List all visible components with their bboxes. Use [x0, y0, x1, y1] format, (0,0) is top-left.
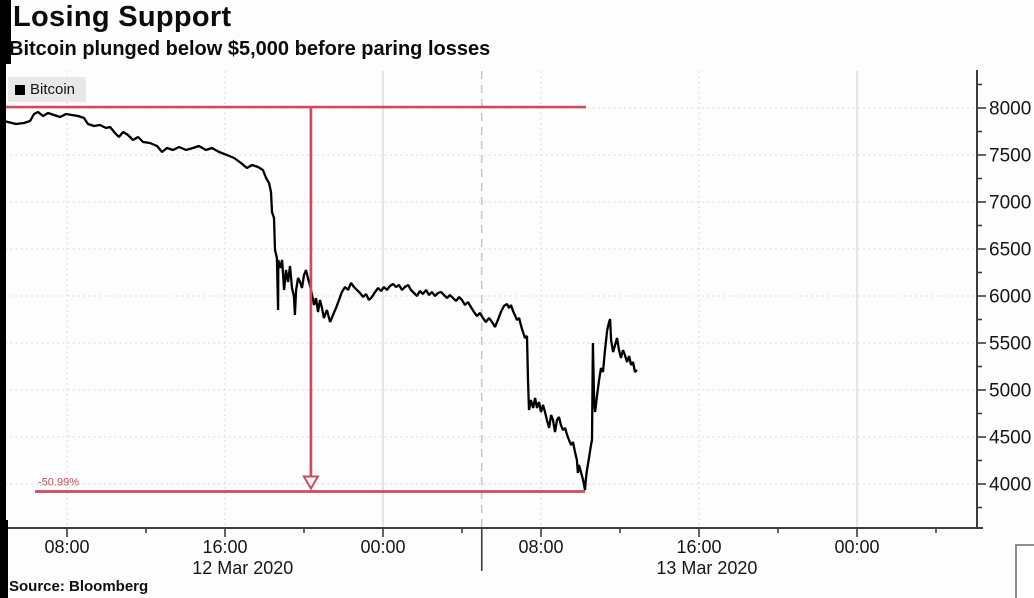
price-series-line [0, 110, 638, 491]
corner-box-artifact [1015, 544, 1034, 598]
x-axis-label: 00:00 [834, 537, 879, 557]
left-edge-artifact [0, 0, 11, 64]
legend-item-label: Bitcoin [30, 81, 76, 98]
left-edge-artifact [0, 64, 6, 520]
x-axis-label: 08:00 [44, 537, 89, 557]
x-axis-label: 08:00 [518, 537, 563, 557]
source-label: Source: Bloomberg [9, 578, 149, 595]
x-axis-date-label: 12 Mar 2020 [192, 558, 293, 578]
annotation-pct-label: -50.99% [38, 477, 79, 489]
y-axis-label: 4500 [989, 428, 1031, 449]
chart-title: Losing Support [13, 1, 232, 33]
x-axis-label: 00:00 [360, 537, 405, 557]
y-axis-label: 6500 [989, 240, 1031, 261]
x-axis-label: 16:00 [202, 537, 247, 557]
x-axis-date-label: 13 Mar 2020 [656, 558, 757, 578]
left-edge-artifact [0, 520, 8, 598]
y-axis-label: 7500 [989, 146, 1031, 167]
y-axis-label: 8000 [989, 99, 1031, 120]
y-axis-label: 4000 [989, 475, 1031, 496]
legend: Bitcoin [8, 77, 87, 102]
chart-subtitle: Bitcoin plunged below $5,000 before pari… [9, 38, 491, 60]
legend-swatch-icon [15, 84, 25, 95]
y-axis-label: 7000 [989, 193, 1031, 214]
y-axis-label: 6000 [989, 287, 1031, 308]
y-axis-label: 5000 [989, 381, 1031, 402]
y-axis-label: 5500 [989, 334, 1031, 355]
annotation-arrowhead-icon [302, 475, 320, 491]
x-axis-label: 16:00 [676, 537, 721, 557]
